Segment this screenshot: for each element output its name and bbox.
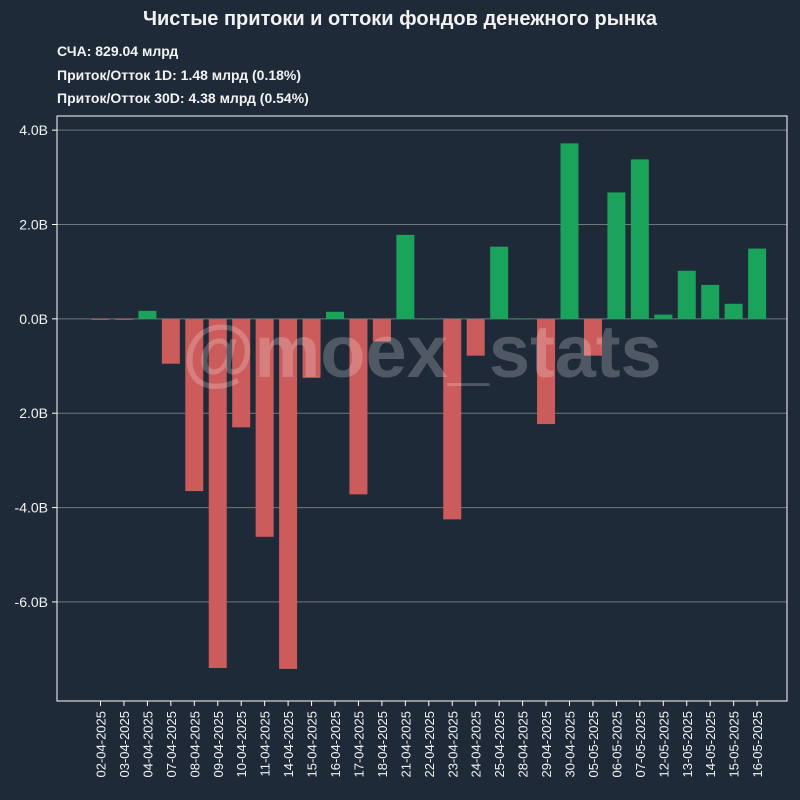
bar — [255, 318, 274, 537]
x-tick-label: 16-04-2025 — [328, 711, 343, 778]
x-tick-label: 13-05-2025 — [680, 711, 695, 778]
x-tick-label: 14-05-2025 — [703, 711, 718, 778]
bar — [560, 143, 579, 319]
x-tick-label: 08-04-2025 — [187, 711, 202, 778]
bar — [91, 318, 110, 320]
y-tick-label: -6.0B — [15, 594, 48, 610]
bar — [161, 318, 180, 364]
bar — [583, 318, 602, 356]
x-tick-label: 12-05-2025 — [656, 711, 671, 778]
bar — [326, 311, 344, 319]
bar — [279, 318, 298, 669]
bar — [677, 270, 696, 319]
x-tick-label: 10-04-2025 — [234, 711, 249, 778]
y-tick-label: 2.0B — [19, 405, 48, 421]
bar — [372, 318, 391, 342]
x-tick-label: 11-04-2025 — [258, 711, 273, 777]
bar — [466, 318, 485, 356]
bar — [513, 318, 532, 320]
x-tick-label: 04-04-2025 — [140, 711, 155, 778]
x-tick-label: 07-05-2025 — [633, 711, 648, 778]
bar — [748, 248, 767, 319]
watermark: @moex_stats — [182, 310, 661, 393]
x-tick-label: 15-04-2025 — [305, 711, 320, 778]
x-tick-label: 02-04-2025 — [94, 711, 109, 778]
bar — [232, 318, 251, 428]
bar — [607, 192, 626, 319]
x-tick-label: 28-04-2025 — [516, 711, 531, 778]
x-tick-label: 05-05-2025 — [586, 711, 601, 778]
bar — [537, 318, 556, 425]
x-tick-label: 22-04-2025 — [422, 711, 437, 778]
x-tick-label: 24-04-2025 — [469, 711, 484, 778]
chart-title: Чистые притоки и оттоки фондов денежного… — [142, 8, 658, 30]
x-tick-label: 29-04-2025 — [539, 711, 554, 778]
plot-frame — [56, 115, 788, 702]
x-tick-label: 16-05-2025 — [750, 711, 765, 778]
bar — [208, 318, 227, 668]
x-tick-label: 21-04-2025 — [398, 711, 413, 778]
x-tick-label: 09-04-2025 — [211, 711, 226, 778]
x-tick-label: 18-04-2025 — [375, 711, 390, 778]
flow-1d-info: Приток/Отток 1D: 1.48 млрд (0.18%) — [57, 67, 302, 83]
bar — [302, 318, 321, 378]
bar — [396, 234, 415, 319]
bar — [349, 318, 368, 495]
x-tick-label: 07-04-2025 — [164, 711, 179, 778]
x-tick-label: 30-04-2025 — [563, 711, 578, 778]
bar — [724, 303, 743, 319]
x-tick-label: 14-04-2025 — [281, 711, 296, 778]
bar — [443, 318, 462, 520]
x-tick-label: 06-05-2025 — [609, 711, 624, 778]
nav-info: СЧА: 829.04 млрд — [57, 43, 179, 59]
y-tick-label: -4.0B — [15, 500, 48, 516]
x-tick-label: 17-04-2025 — [351, 711, 366, 778]
y-tick-label: 0.0B — [19, 311, 48, 327]
y-tick-label: 4.0B — [19, 122, 48, 138]
bar — [490, 246, 509, 319]
x-tick-label: 23-04-2025 — [445, 711, 460, 778]
x-tick-label: 25-04-2025 — [492, 711, 507, 778]
bar — [654, 314, 673, 319]
bar — [419, 318, 438, 320]
bar — [114, 318, 133, 320]
bar — [185, 318, 204, 492]
x-tick-label: 03-04-2025 — [117, 711, 132, 778]
flow-30d-info: Приток/Отток 30D: 4.38 млрд (0.54%) — [57, 90, 309, 106]
x-tick-label: 15-05-2025 — [727, 711, 742, 778]
bar — [630, 159, 649, 319]
bar — [138, 310, 157, 319]
y-tick-label: 2.0B — [19, 217, 48, 233]
bar — [701, 284, 720, 319]
